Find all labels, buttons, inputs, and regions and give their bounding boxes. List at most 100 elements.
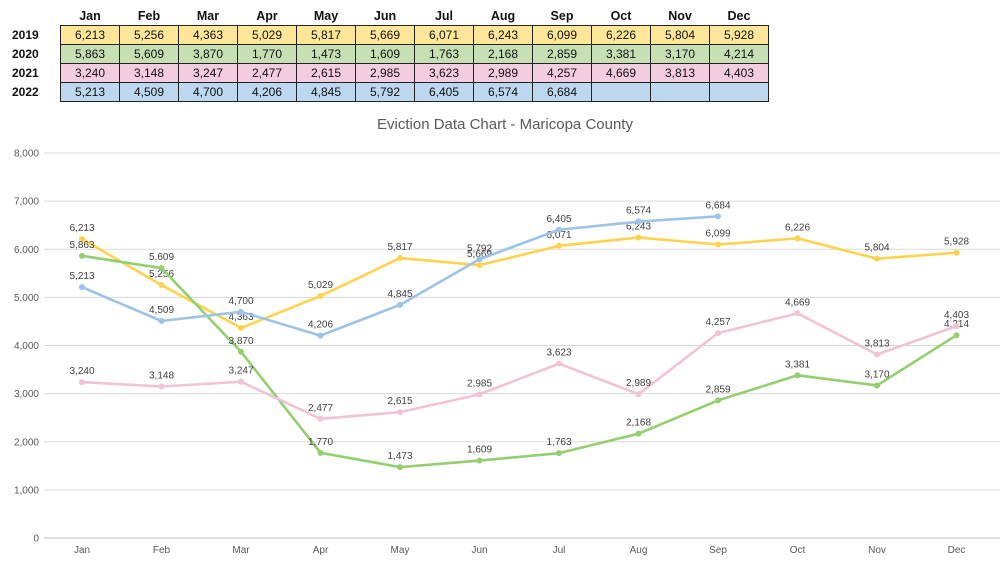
data-point	[158, 318, 165, 325]
data-point	[874, 255, 880, 262]
data-point	[317, 332, 324, 339]
data-point	[635, 391, 642, 398]
table-header-dec: Dec	[727, 8, 751, 23]
table-cell	[650, 82, 710, 102]
data-point	[953, 332, 960, 339]
data-point	[953, 249, 960, 256]
table-row-2021: 2021 3,240 3,148 3,247 2,477 2,615 2,985 3,623 2…	[8, 63, 769, 83]
table-cell: 3,381	[591, 44, 651, 64]
table-cell: 1,473	[296, 44, 356, 64]
table-cell: 2,985	[355, 63, 415, 83]
data-label: 2,477	[308, 403, 333, 414]
x-tick-label: Aug	[630, 545, 648, 556]
table-cell: 3,170	[650, 44, 710, 64]
data-point	[635, 430, 642, 437]
table-header-nov: Nov	[668, 8, 692, 23]
data-label: 5,256	[149, 269, 174, 280]
data-label: 6,243	[626, 222, 651, 233]
data-label: 3,623	[546, 348, 571, 359]
table-cell: 5,256	[119, 25, 179, 45]
table-cell: 2,989	[473, 63, 533, 83]
x-tick-label: Oct	[790, 545, 806, 556]
data-point	[635, 234, 642, 241]
data-point	[794, 235, 801, 242]
table-cell: 2,477	[237, 63, 297, 83]
table-header-oct: Oct	[610, 8, 632, 23]
data-point	[317, 292, 324, 299]
table-cell: 5,029	[237, 25, 297, 45]
data-point	[79, 379, 85, 386]
table-cell: 6,099	[532, 25, 592, 45]
series-line-2019	[81, 236, 957, 330]
table-cell: 6,684	[532, 82, 592, 102]
table-cell: 4,214	[709, 44, 769, 64]
series-line-2022	[81, 215, 719, 337]
data-label: 6,213	[69, 223, 94, 234]
data-label: 4,363	[228, 312, 253, 323]
data-label: 3,870	[228, 336, 253, 347]
data-point	[874, 382, 880, 389]
data-label: 5,804	[864, 243, 889, 254]
data-point	[158, 383, 165, 390]
data-label: 3,148	[149, 371, 174, 382]
data-point	[556, 360, 562, 367]
data-label: 5,669	[467, 249, 492, 260]
data-label: 4,700	[228, 296, 253, 307]
table-header-may: May	[313, 8, 339, 23]
table-cell: 1,763	[414, 44, 474, 64]
series-2019: 6,213 5,256 4,363 5,029 5,817 5,669 6,071 6,243…	[69, 222, 969, 332]
data-point	[158, 282, 165, 289]
table-year-label: 2019	[8, 25, 61, 45]
data-point	[715, 213, 721, 220]
table-cell: 4,206	[237, 82, 297, 102]
series-line-2021	[81, 312, 957, 421]
table-cell: 6,574	[473, 82, 533, 102]
table-cell: 4,700	[178, 82, 238, 102]
series-2021: 3,240 3,148 3,247 2,477 2,615 2,985 3,623 2,989…	[69, 297, 969, 422]
table-cell: 5,792	[355, 82, 415, 102]
data-label: 4,403	[944, 310, 969, 321]
data-label: 4,669	[785, 297, 810, 308]
table-header-jun: Jun	[373, 8, 397, 23]
data-label: 2,989	[626, 378, 651, 389]
table-header-apr: Apr	[256, 8, 278, 23]
y-tick-label: 5,000	[14, 293, 39, 304]
table-header-jan: Jan	[79, 8, 101, 23]
data-label: 6,574	[626, 206, 651, 217]
y-tick-label: 4,000	[14, 341, 39, 352]
data-point	[79, 284, 85, 291]
data-label: 5,817	[387, 242, 412, 253]
data-label: 5,928	[944, 237, 969, 248]
table-cell: 6,243	[473, 25, 533, 45]
data-point	[556, 242, 562, 249]
data-point	[238, 378, 244, 385]
table-row-2019: 2019 6,213 5,256 4,363 5,029 5,817 5,669 6,071 6…	[8, 25, 769, 45]
table-cell: 3,247	[178, 63, 238, 83]
table-cell: 6,213	[60, 25, 120, 45]
table-cell: 3,240	[60, 63, 120, 83]
table-row-2022: 2022 5,213 4,509 4,700 4,206 4,845 5,792 6,405 6…	[8, 82, 769, 102]
data-label: 1,770	[308, 437, 333, 448]
data-label: 6,071	[546, 230, 571, 241]
series-2020: 5,863 5,609 3,870 1,770 1,473 1,609 1,763 2,168…	[69, 240, 969, 471]
y-tick-label: 7,000	[14, 197, 39, 208]
table-header-jul: Jul	[434, 8, 454, 23]
table-cell: 3,870	[178, 44, 238, 64]
table-cell: 2,615	[296, 63, 356, 83]
x-tick-label: Apr	[313, 545, 329, 556]
chart-axes: 0 1,000 2,000 3,000 4,000 5,000 6,000 7,000 8,00…	[14, 149, 965, 557]
table-cell: 3,623	[414, 63, 474, 83]
data-point	[556, 450, 562, 457]
data-point	[397, 464, 403, 471]
x-tick-label: Nov	[868, 545, 886, 556]
chart-title: Eviction Data Chart - Maricopa County	[377, 116, 633, 133]
x-tick-label: Jan	[74, 545, 90, 556]
eviction-line-chart: Eviction Data Chart - Maricopa County 0 1…	[14, 116, 1000, 557]
eviction-data-table: Jan Feb Mar Apr May Jun Jul Aug Sep Oct Nov Dec 201…	[8, 6, 769, 102]
table-cell: 6,226	[591, 25, 651, 45]
data-label: 6,684	[705, 200, 730, 211]
y-tick-label: 0	[33, 534, 39, 545]
data-point	[397, 301, 403, 308]
data-point	[794, 310, 801, 317]
data-point	[158, 265, 165, 272]
